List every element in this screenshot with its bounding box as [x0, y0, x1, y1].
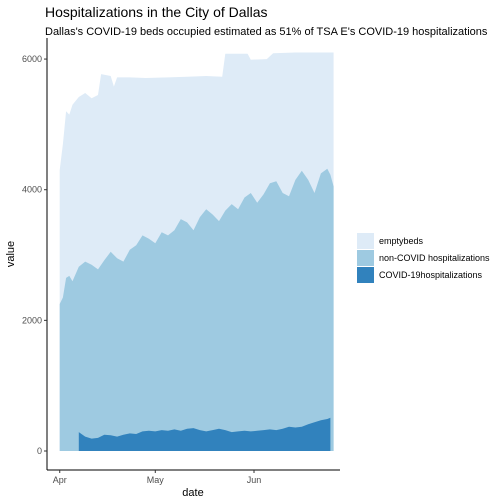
x-tick-label-apr: Apr [53, 475, 67, 485]
plot-area [59, 52, 334, 452]
y-axis-title: value [5, 241, 17, 267]
x-axis-ticks: Apr May Jun [53, 470, 262, 485]
y-tick-label-6000: 6000 [22, 54, 42, 64]
x-axis-title: date [182, 487, 203, 499]
chart-title: Hospitalizations in the City of Dallas [45, 4, 268, 20]
x-tick-label-may: May [147, 475, 165, 485]
legend-label-emptybeds: emptybeds [379, 236, 424, 246]
legend-swatch-non-covid-hospitalizations [357, 250, 374, 266]
legend-swatch-emptybeds [357, 233, 374, 249]
area-covid-19hospitalizations [78, 417, 331, 451]
legend-label-covid-19hospitalizations: COVID-19hospitalizations [379, 270, 483, 280]
legend: emptybeds non-COVID hospitalizations COVID… [357, 233, 490, 283]
chart-subtitle: Dallas's COVID-19 beds occupied estimate… [45, 26, 488, 38]
x-tick-label-jun: Jun [247, 475, 262, 485]
area-non-covid-hospitalizations [59, 168, 334, 452]
y-axis-ticks: 0 2000 4000 6000 [22, 54, 47, 456]
y-tick-label-4000: 4000 [22, 185, 42, 195]
legend-swatch-covid-19hospitalizations [357, 267, 374, 283]
legend-label-non-covid-hospitalizations: non-COVID hospitalizations [379, 253, 490, 263]
y-tick-label-0: 0 [37, 446, 42, 456]
y-tick-label-2000: 2000 [22, 315, 42, 325]
